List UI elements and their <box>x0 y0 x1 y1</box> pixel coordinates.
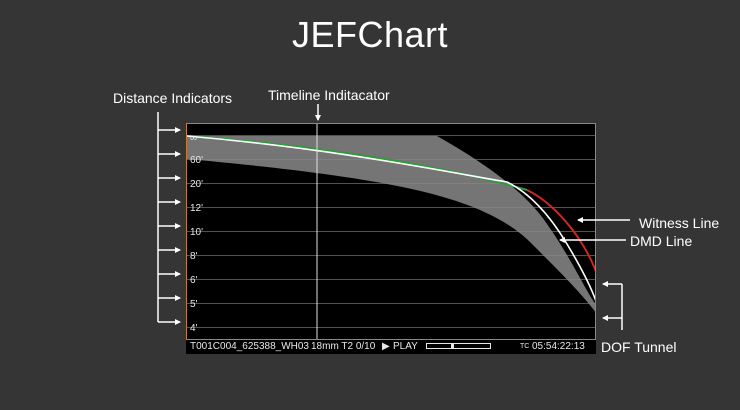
witness-line-label: Witness Line <box>639 215 720 231</box>
grid-line <box>187 231 595 232</box>
info-bar: T001C004_625388_WH03 18mm T2 0/10 ▶ PLAY… <box>186 340 596 354</box>
timecode: 05:54:22:13 <box>532 341 585 352</box>
page-title: JEFChart <box>291 14 449 55</box>
distance-label: 20' <box>190 179 204 190</box>
distance-label: 4' <box>190 323 198 334</box>
jefchart-plot: ∞ 60' 20' 12' 10' 8' 6' 5' 4' <box>186 123 596 340</box>
chart-curves <box>187 124 595 339</box>
progress-knob[interactable] <box>451 343 454 349</box>
lens-info: 18mm T2 0/10 <box>311 341 376 352</box>
distance-label: 6' <box>190 275 198 286</box>
green-line <box>187 135 528 191</box>
distance-indicators-label: Distance Indicators <box>113 90 233 106</box>
distance-label: 5' <box>190 299 198 310</box>
dmd-line <box>187 135 595 301</box>
dof-tunnel-bracket <box>602 281 623 330</box>
distance-label: 8' <box>190 251 198 262</box>
play-icon[interactable]: ▶ <box>382 341 390 352</box>
progress-bar[interactable] <box>426 343 491 349</box>
play-label[interactable]: PLAY <box>393 341 418 352</box>
clip-name: T001C004_625388_WH03 <box>190 341 309 352</box>
dof-tunnel-label: DOF Tunnel <box>601 339 677 355</box>
distance-indicator-arrows <box>157 112 181 325</box>
grid-line <box>187 207 595 208</box>
distance-label: ∞ <box>190 133 198 144</box>
grid-line <box>187 303 595 304</box>
grid-line <box>187 327 595 328</box>
timecode-prefix: TC <box>520 343 530 350</box>
distance-label: 60' <box>190 155 204 166</box>
witness-line <box>526 189 595 272</box>
grid-line <box>187 279 595 280</box>
distance-label: 12' <box>190 203 204 214</box>
grid-line <box>187 135 595 136</box>
distance-label: 10' <box>190 227 204 238</box>
grid-line <box>187 255 595 256</box>
timeline-indicator-label: Timeline Inditacator <box>268 87 390 103</box>
dmd-line-label: DMD Line <box>630 233 693 249</box>
